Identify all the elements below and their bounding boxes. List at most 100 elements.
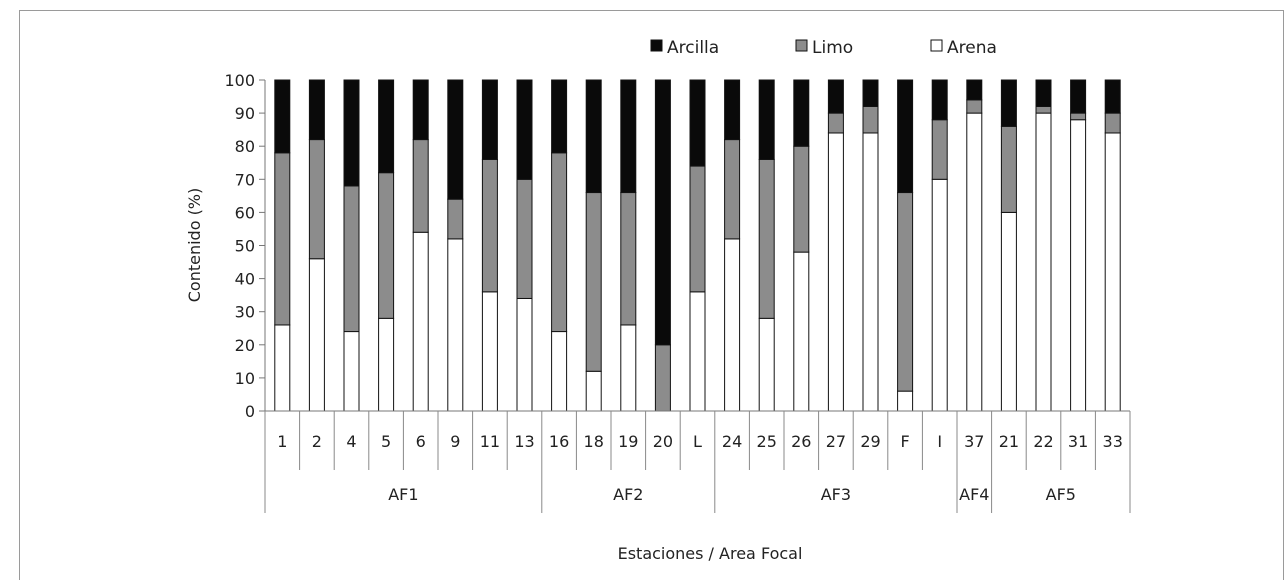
bar-arena-11 bbox=[481, 291, 498, 412]
legend-swatch-arcilla bbox=[650, 39, 663, 52]
bar-limo-24 bbox=[724, 139, 741, 240]
y-tick-label: 0 bbox=[245, 402, 255, 421]
x-tick-label-18: 18 bbox=[584, 432, 604, 451]
x-group-label-AF3: AF3 bbox=[821, 485, 851, 504]
x-tick-label-1: 1 bbox=[277, 432, 287, 451]
x-tick-label-25: 25 bbox=[757, 432, 777, 451]
x-tick-label-5: 5 bbox=[381, 432, 391, 451]
x-group-label-AF2: AF2 bbox=[613, 485, 643, 504]
y-tick-label: 70 bbox=[235, 170, 255, 189]
bar-limo-31 bbox=[1070, 112, 1087, 121]
bar-arena-27 bbox=[827, 132, 844, 412]
bar-arcilla-31 bbox=[1070, 79, 1087, 114]
x-tick-label-6: 6 bbox=[416, 432, 426, 451]
bar-arcilla-27 bbox=[827, 79, 844, 114]
bar-arcilla-16 bbox=[551, 79, 568, 154]
bar-arcilla-1 bbox=[274, 79, 291, 154]
bar-limo-6 bbox=[412, 139, 429, 233]
bar-arena-6 bbox=[412, 231, 429, 412]
bar-arena-L bbox=[689, 291, 706, 412]
y-tick-label: 40 bbox=[235, 270, 255, 289]
legend-label-arcilla: Arcilla bbox=[667, 38, 719, 58]
x-tick-label-9: 9 bbox=[450, 432, 460, 451]
x-tick-label-L: L bbox=[693, 432, 702, 451]
bar-arena-1 bbox=[274, 324, 291, 412]
bar-arena-16 bbox=[551, 331, 568, 412]
bar-arcilla-L bbox=[689, 79, 706, 167]
bar-arena-19 bbox=[620, 324, 637, 412]
bar-arena-4 bbox=[343, 331, 360, 412]
y-tick-label: 80 bbox=[235, 137, 255, 156]
x-axis: 1 2 4 5 6 9 11 13 16 18 19 20 L 24 25 26 27 29 F I 37 21 22 31 3… bbox=[264, 410, 1131, 513]
x-tick-label-11: 11 bbox=[480, 432, 500, 451]
bar-arena-18 bbox=[585, 370, 602, 412]
x-tick-label-16: 16 bbox=[549, 432, 569, 451]
y-tick-label: 90 bbox=[235, 104, 255, 123]
x-group-label-AF5: AF5 bbox=[1046, 485, 1076, 504]
bar-arcilla-13 bbox=[516, 79, 533, 180]
bar-arcilla-9 bbox=[447, 79, 464, 200]
bar-limo-5 bbox=[378, 172, 395, 319]
x-group-label-AF4: AF4 bbox=[959, 485, 989, 504]
legend-label-limo: Limo bbox=[812, 38, 853, 58]
bar-arcilla-26 bbox=[793, 79, 810, 147]
bar-arena-33 bbox=[1104, 132, 1121, 412]
bar-arena-26 bbox=[793, 251, 810, 412]
bar-arcilla-37 bbox=[966, 79, 983, 101]
bar-arcilla-4 bbox=[343, 79, 360, 187]
y-tick-label: 10 bbox=[235, 369, 255, 388]
bar-limo-21 bbox=[1000, 125, 1017, 213]
bar-arcilla-29 bbox=[862, 79, 879, 107]
bar-limo-37 bbox=[966, 99, 983, 114]
bar-arcilla-F bbox=[897, 79, 914, 194]
bar-arcilla-20 bbox=[654, 79, 671, 346]
bar-arena-31 bbox=[1070, 119, 1087, 412]
bar-arcilla-33 bbox=[1104, 79, 1121, 114]
bar-limo-9 bbox=[447, 198, 464, 240]
bar-limo-16 bbox=[551, 152, 568, 333]
bar-arena-13 bbox=[516, 297, 533, 412]
bars bbox=[274, 79, 1121, 412]
bar-limo-22 bbox=[1035, 105, 1052, 114]
bar-arcilla-19 bbox=[620, 79, 637, 194]
x-tick-label-37: 37 bbox=[964, 432, 984, 451]
bar-arena-F bbox=[897, 390, 914, 412]
bar-limo-27 bbox=[827, 112, 844, 134]
bar-limo-25 bbox=[758, 158, 775, 319]
bar-arena-25 bbox=[758, 317, 775, 412]
x-tick-label-I: I bbox=[937, 432, 942, 451]
bar-arena-5 bbox=[378, 317, 395, 412]
x-tick-label-33: 33 bbox=[1103, 432, 1123, 451]
bar-arena-24 bbox=[724, 238, 741, 412]
bar-arena-2 bbox=[308, 258, 325, 412]
x-tick-label-F: F bbox=[900, 432, 909, 451]
bar-limo-F bbox=[897, 192, 914, 392]
bar-arcilla-6 bbox=[412, 79, 429, 141]
bar-limo-20 bbox=[654, 344, 671, 412]
bar-arcilla-11 bbox=[481, 79, 498, 160]
y-axis-title: Contenido (%) bbox=[185, 188, 204, 303]
y-tick-label: 30 bbox=[235, 303, 255, 322]
bar-arcilla-22 bbox=[1035, 79, 1052, 107]
bar-limo-4 bbox=[343, 185, 360, 333]
bar-limo-11 bbox=[481, 158, 498, 293]
x-tick-label-4: 4 bbox=[346, 432, 356, 451]
bar-limo-1 bbox=[274, 152, 291, 326]
bar-arcilla-5 bbox=[378, 79, 395, 174]
chart-frame bbox=[19, 10, 1284, 580]
bar-limo-13 bbox=[516, 178, 533, 299]
x-tick-label-27: 27 bbox=[826, 432, 846, 451]
bar-arcilla-18 bbox=[585, 79, 602, 194]
bar-limo-26 bbox=[793, 145, 810, 253]
x-tick-label-29: 29 bbox=[860, 432, 880, 451]
bar-arena-I bbox=[931, 178, 948, 412]
bar-arcilla-I bbox=[931, 79, 948, 121]
y-axis: 0 10 20 30 40 50 60 70 80 90 100 bbox=[224, 71, 266, 421]
bar-arena-29 bbox=[862, 132, 879, 412]
bar-arena-37 bbox=[966, 112, 983, 412]
x-tick-label-19: 19 bbox=[618, 432, 638, 451]
bar-limo-2 bbox=[308, 139, 325, 260]
bar-arcilla-24 bbox=[724, 79, 741, 141]
legend: Arcilla Limo Arena bbox=[650, 38, 997, 58]
